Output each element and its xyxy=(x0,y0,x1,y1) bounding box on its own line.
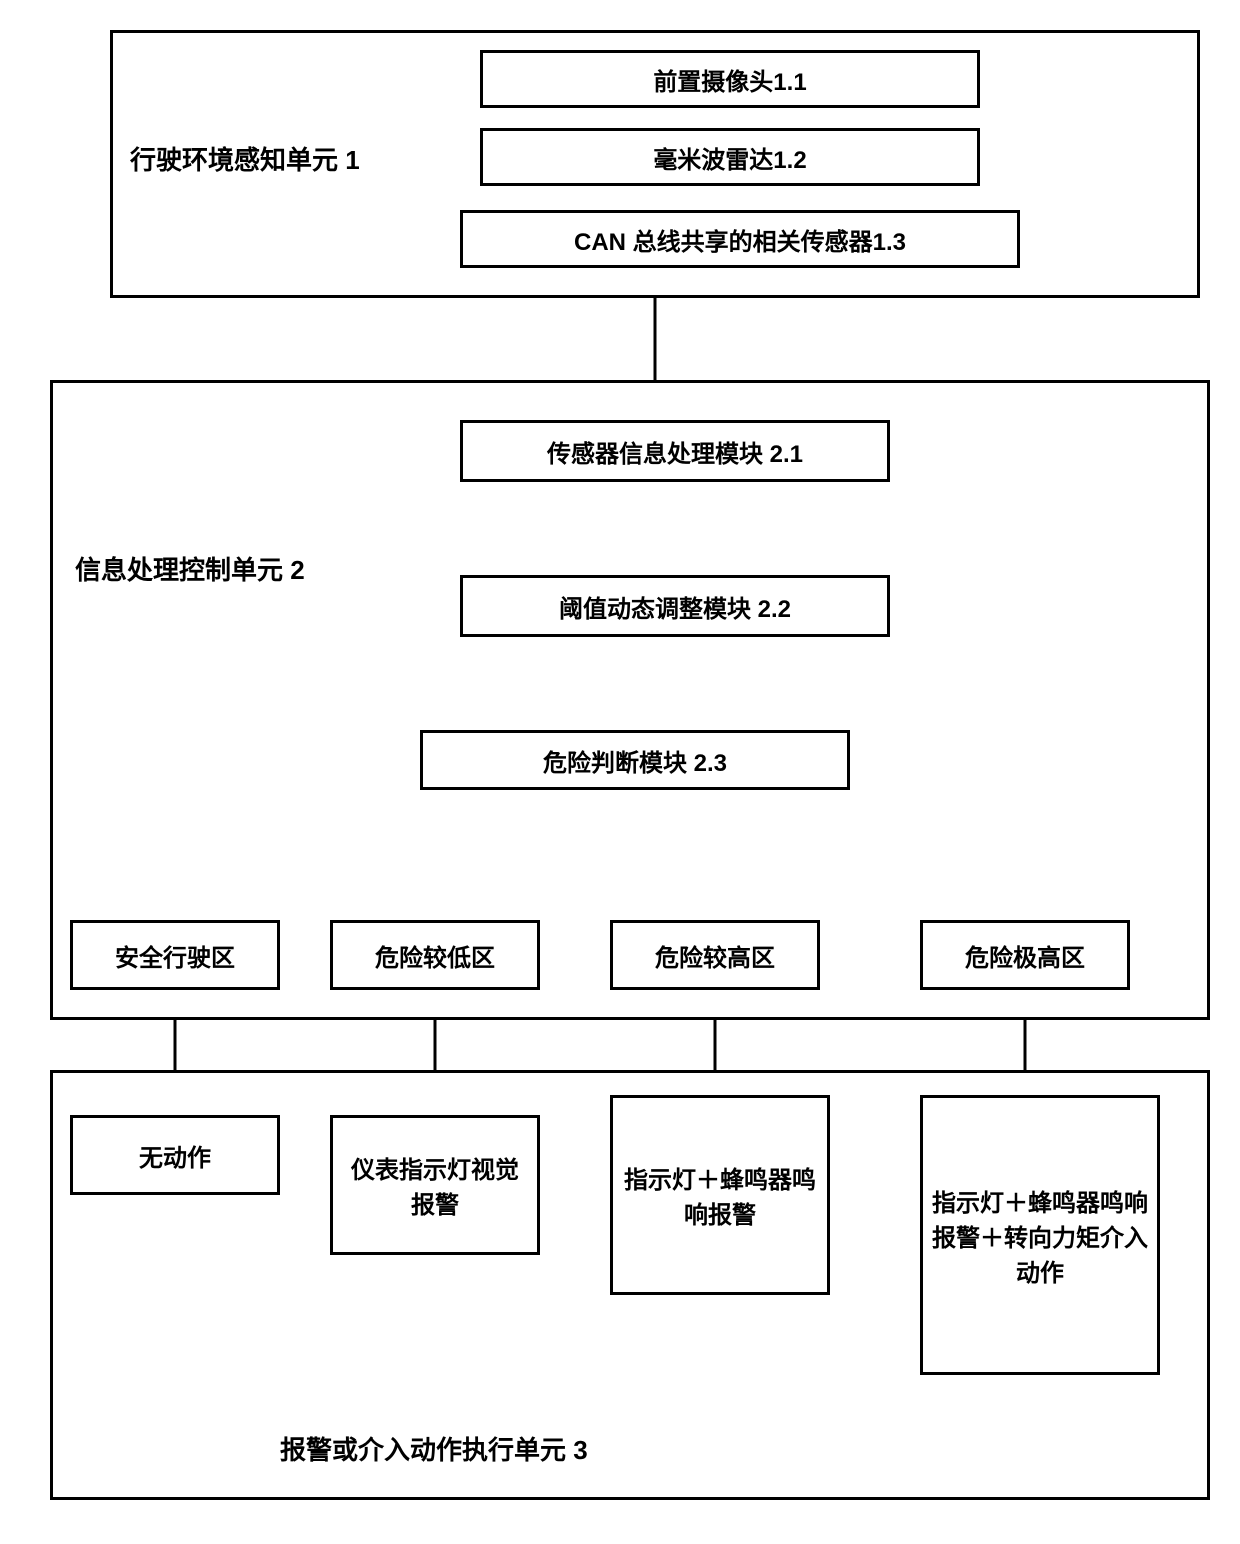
diagram-canvas: 行驶环境感知单元 1 信息处理控制单元 2 报警或介入动作执行单元 3 前置摄像头1.… xyxy=(20,20,1220,1524)
node-n22: 阈值动态调整模块 2.2 xyxy=(460,575,890,637)
unit-label-unit1: 行驶环境感知单元 1 xyxy=(130,140,360,177)
node-n23: 危险判断模块 2.3 xyxy=(420,730,850,790)
node-n13: CAN 总线共享的相关传感器1.3 xyxy=(460,210,1020,268)
node-z3: 危险较高区 xyxy=(610,920,820,990)
node-n21: 传感器信息处理模块 2.1 xyxy=(460,420,890,482)
node-a4: 指示灯＋蜂鸣器鸣响报警＋转向力矩介入动作 xyxy=(920,1095,1160,1375)
node-a1: 无动作 xyxy=(70,1115,280,1195)
node-a3: 指示灯＋蜂鸣器鸣响报警 xyxy=(610,1095,830,1295)
node-z4: 危险极高区 xyxy=(920,920,1130,990)
unit-label-unit2: 信息处理控制单元 2 xyxy=(75,550,305,587)
node-n12: 毫米波雷达1.2 xyxy=(480,128,980,186)
node-a2: 仪表指示灯视觉报警 xyxy=(330,1115,540,1255)
unit-label-unit3: 报警或介入动作执行单元 3 xyxy=(280,1430,588,1467)
node-z2: 危险较低区 xyxy=(330,920,540,990)
node-n11: 前置摄像头1.1 xyxy=(480,50,980,108)
node-z1: 安全行驶区 xyxy=(70,920,280,990)
